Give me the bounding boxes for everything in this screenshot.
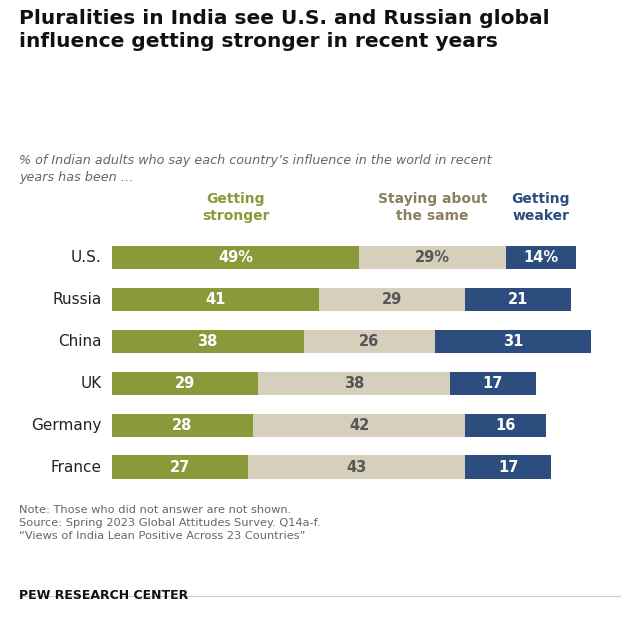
Bar [465,413,546,436]
Bar [112,246,359,269]
Text: 42: 42 [349,418,369,433]
Text: Getting
stronger: Getting stronger [202,192,269,223]
Bar [304,330,435,352]
Bar [258,372,450,394]
Text: 21: 21 [508,292,528,307]
Text: % of Indian adults who say each country’s influence in the world in recent
years: % of Indian adults who say each country’… [19,154,492,184]
Bar [112,413,253,436]
Text: 29: 29 [382,292,402,307]
Bar [112,372,258,394]
Text: 27: 27 [170,460,190,475]
Bar [465,455,551,478]
Text: 29%: 29% [415,250,450,265]
Text: 17: 17 [498,460,518,475]
Text: Germany: Germany [31,418,102,433]
Bar [112,455,248,478]
Bar [253,413,465,436]
Text: 41: 41 [205,292,226,307]
Bar [248,455,465,478]
Text: 26: 26 [359,334,380,349]
Text: PEW RESEARCH CENTER: PEW RESEARCH CENTER [19,589,189,602]
Text: 49%: 49% [218,250,253,265]
Text: 14%: 14% [523,250,558,265]
Bar [359,246,505,269]
Bar [112,288,319,311]
Text: China: China [58,334,102,349]
Text: 43: 43 [346,460,367,475]
Text: 38: 38 [197,334,218,349]
Text: 38: 38 [344,376,364,391]
Text: 31: 31 [503,334,523,349]
Text: U.S.: U.S. [71,250,102,265]
Text: 28: 28 [173,418,193,433]
Text: Pluralities in India see U.S. and Russian global
influence getting stronger in r: Pluralities in India see U.S. and Russia… [19,9,550,51]
Bar [319,288,465,311]
Text: 17: 17 [483,376,503,391]
Text: 29: 29 [175,376,195,391]
Bar [450,372,536,394]
Text: UK: UK [81,376,102,391]
Text: Note: Those who did not answer are not shown.
Source: Spring 2023 Global Attitud: Note: Those who did not answer are not s… [19,505,321,541]
Bar [112,330,304,352]
Text: Russia: Russia [52,292,102,307]
Text: 16: 16 [495,418,516,433]
Bar [465,288,571,311]
Text: Staying about
the same: Staying about the same [378,192,487,223]
Bar [505,246,576,269]
Bar [435,330,592,352]
Text: France: France [50,460,102,475]
Text: Getting
weaker: Getting weaker [512,192,570,223]
